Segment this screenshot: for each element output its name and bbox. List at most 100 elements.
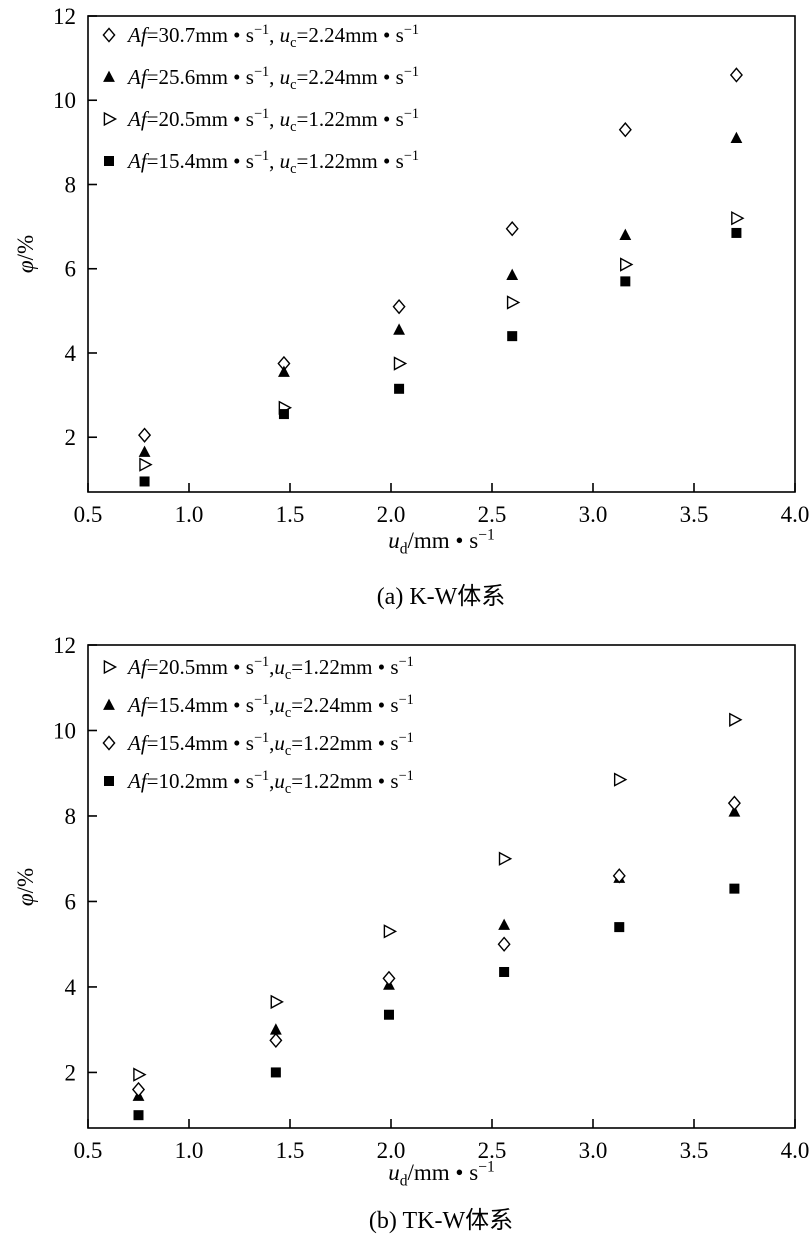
legend: Af=30.7mm • s−1, uc=2.24mm • s−1 Af=25.6m… [100, 14, 419, 182]
diamond-open-marker-icon [612, 868, 626, 884]
data-point [133, 1067, 147, 1082]
triangle-right-open-marker-icon [103, 111, 118, 127]
diamond-open-marker-icon [392, 298, 406, 315]
legend-item: Af=20.5mm • s−1,uc=1.22mm • s−1 [100, 648, 414, 686]
diamond-open-marker-icon [382, 970, 396, 987]
square-filled-marker-icon [383, 1009, 394, 1020]
x-tick-label: 0.5 [74, 502, 103, 527]
data-point [382, 970, 396, 987]
x-tick-label: 0.5 [74, 1138, 103, 1163]
data-point [731, 211, 745, 226]
data-point [499, 966, 510, 977]
legend-diamond-open-icon [102, 735, 116, 751]
y-tick-label: 12 [53, 4, 76, 29]
legend-triangle-right-open-icon [103, 659, 118, 675]
square-filled-marker-icon [133, 1110, 144, 1121]
triangle-right-open-marker-icon [383, 924, 398, 939]
legend-triangle-filled-icon [103, 698, 115, 710]
data-point [730, 131, 743, 144]
triangle-filled-marker-icon [103, 698, 115, 710]
legend-triangle-right-open-icon [103, 111, 118, 127]
x-axis-label: ud/mm • s−1 [388, 526, 495, 558]
data-point [507, 331, 518, 342]
square-filled-marker-icon [731, 227, 742, 238]
data-point [138, 445, 151, 457]
legend-triangle-filled-icon [103, 70, 115, 82]
y-axis-label: φ/% [13, 867, 38, 906]
triangle-right-open-marker-icon [731, 211, 745, 226]
legend-item: Af=30.7mm • s−1, uc=2.24mm • s−1 [100, 14, 419, 56]
data-point [619, 228, 632, 240]
triangle-right-open-marker-icon [498, 851, 513, 866]
triangle-filled-marker-icon [269, 1023, 282, 1035]
square-filled-marker-icon [729, 883, 740, 894]
y-tick-label: 12 [53, 633, 76, 658]
legend-item: Af=25.6mm • s−1, uc=2.24mm • s−1 [100, 56, 419, 98]
triangle-filled-marker-icon [728, 805, 741, 817]
legend-item: Af=15.4mm • s−1,uc=1.22mm • s−1 [100, 724, 414, 762]
triangle-right-open-marker-icon [506, 295, 521, 310]
legend-label: Af=15.4mm • s−1,uc=1.22mm • s−1 [128, 729, 414, 759]
legend-item: Af=20.5mm • s−1, uc=1.22mm • s−1 [100, 98, 419, 140]
data-point [497, 936, 511, 952]
diamond-open-marker-icon [505, 221, 519, 237]
x-tick-label: 2.5 [478, 502, 507, 527]
legend-item: Af=15.4mm • s−1, uc=1.22mm • s−1 [100, 140, 419, 182]
y-tick-label: 2 [65, 1060, 77, 1085]
triangle-filled-marker-icon [103, 70, 115, 82]
square-filled-marker-icon [614, 922, 625, 933]
data-point [393, 356, 408, 371]
y-tick-label: 8 [65, 804, 77, 829]
scatter-plot-canvas: 0.5 1.0 1.5 2.0 2.5 3.0 3.5 4.0 2 4 6 8 10 12 [53, 633, 809, 1163]
legend-label: Af=20.5mm • s−1,uc=1.22mm • s−1 [128, 653, 414, 683]
data-point [383, 1009, 394, 1020]
x-tick-label: 3.0 [579, 1138, 608, 1163]
data-point [392, 298, 406, 315]
square-filled-marker-icon [104, 776, 114, 786]
triangle-filled-marker-icon [393, 323, 405, 335]
diamond-open-marker-icon [729, 67, 743, 83]
x-tick-label: 1.5 [276, 502, 305, 527]
data-point [731, 227, 742, 238]
data-point [139, 457, 153, 472]
data-point [139, 476, 150, 487]
legend-square-filled-icon [104, 156, 114, 166]
data-point [612, 868, 626, 884]
x-tick-label: 1.5 [276, 1138, 305, 1163]
legend: Af=20.5mm • s−1,uc=1.22mm • s−1 Af=15.4mm… [100, 648, 414, 800]
data-point [729, 712, 743, 727]
data-point [393, 323, 405, 335]
square-filled-marker-icon [278, 409, 289, 420]
data-point [394, 383, 405, 394]
triangle-right-open-marker-icon [133, 1067, 147, 1082]
diamond-open-marker-icon [138, 427, 152, 443]
data-point [270, 1067, 281, 1078]
diamond-open-marker-icon [102, 27, 116, 43]
x-tick-label: 2.0 [377, 1138, 406, 1163]
diamond-open-marker-icon [269, 1032, 283, 1049]
x-tick-label: 3.5 [680, 1138, 709, 1163]
legend-label: Af=30.7mm • s−1, uc=2.24mm • s−1 [128, 21, 419, 51]
plot-frame [87, 15, 796, 493]
square-filled-marker-icon [620, 276, 631, 287]
data-point [729, 67, 743, 83]
data-point [383, 924, 398, 939]
triangle-right-open-marker-icon [139, 457, 153, 472]
triangle-filled-marker-icon [278, 365, 290, 377]
triangle-filled-marker-icon [506, 268, 519, 280]
chart-a-caption: (a) K-W体系 [376, 584, 506, 610]
plot-frame [87, 644, 796, 1129]
data-point [498, 851, 513, 866]
x-axis-label: ud/mm • s−1 [388, 1158, 495, 1190]
y-tick-label: 6 [65, 889, 77, 914]
triangle-filled-marker-icon [730, 131, 743, 144]
data-point [506, 268, 519, 280]
diamond-open-marker-icon [497, 936, 511, 952]
legend-label: Af=15.4mm • s−1, uc=1.22mm • s−1 [128, 147, 419, 177]
triangle-right-open-marker-icon [270, 994, 284, 1010]
data-point [613, 772, 628, 787]
y-tick-label: 6 [65, 257, 77, 282]
data-point [269, 1023, 282, 1035]
y-tick-label: 4 [65, 341, 77, 366]
